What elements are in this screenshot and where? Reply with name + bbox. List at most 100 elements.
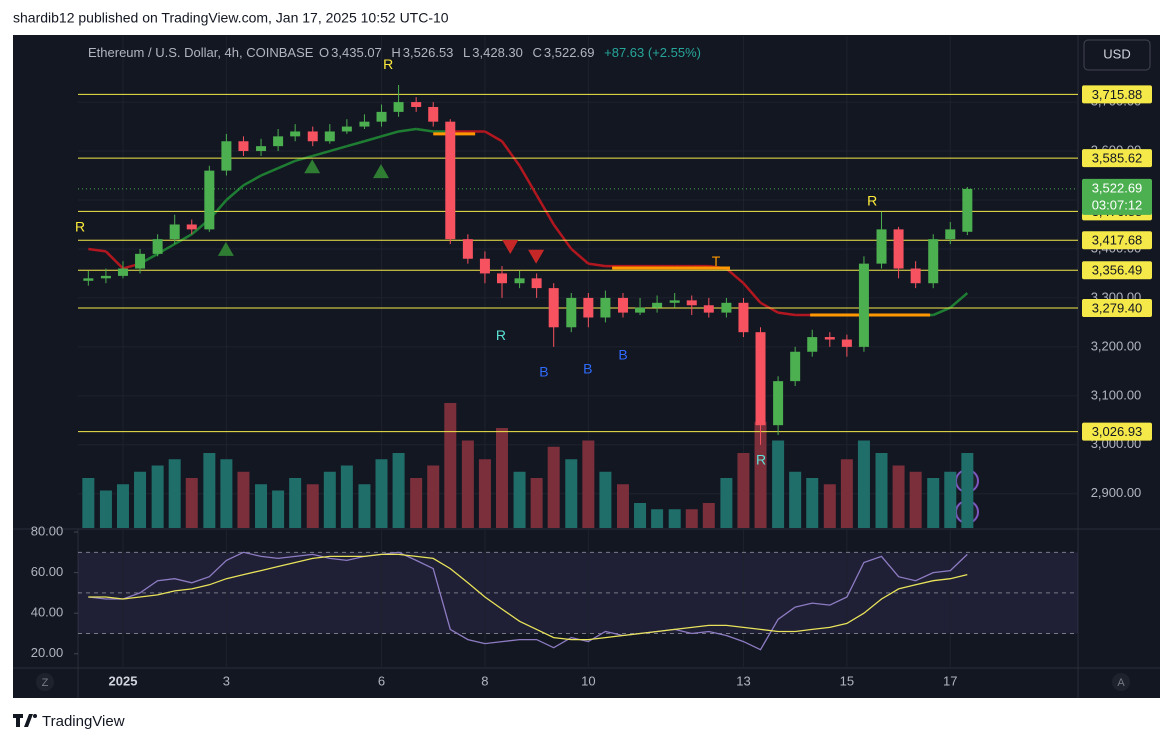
- legend: Ethereum / U.S. Dollar, 4h, COINBASE O 3,…: [88, 45, 703, 60]
- level-box: [1082, 149, 1152, 168]
- trend-line: [225, 184, 245, 201]
- signal-triangle: [502, 240, 519, 255]
- volume-bar: [720, 478, 733, 528]
- level-label: 3,417.68: [1092, 233, 1143, 248]
- level-box: [1082, 422, 1152, 441]
- candle-body: [790, 351, 801, 382]
- ohlc-key: O: [319, 45, 330, 60]
- candle-body: [204, 170, 215, 230]
- trend-line: [88, 247, 107, 253]
- volume-bar: [375, 459, 388, 528]
- candle-body: [566, 297, 577, 328]
- volume-bar: [840, 459, 853, 528]
- trend-line: [588, 262, 606, 268]
- candle-body: [411, 102, 422, 107]
- signal-label: B: [539, 364, 548, 380]
- signal-label: B: [583, 361, 592, 377]
- candle-body: [858, 263, 869, 347]
- candle-body: [100, 275, 111, 279]
- trend-line: [742, 282, 762, 304]
- level-box: [1082, 298, 1152, 317]
- volume-bar: [168, 459, 181, 528]
- candle-body: [652, 302, 663, 308]
- volume-bar: [392, 453, 405, 528]
- volume-bar: [668, 509, 681, 528]
- trend-line: [277, 159, 296, 170]
- volume-bar: [927, 478, 940, 528]
- candle-body: [290, 131, 301, 137]
- trend-line: [570, 248, 590, 265]
- level-label: 3,356.49: [1092, 263, 1143, 278]
- level-box: [1082, 85, 1152, 104]
- scale-button[interactable]: [36, 673, 54, 691]
- ohlc-key: H: [391, 45, 401, 60]
- symbol-title: Ethereum / U.S. Dollar, 4h, COINBASE: [88, 45, 314, 60]
- volume-bar: [754, 421, 767, 528]
- scale-button[interactable]: [1112, 673, 1130, 691]
- candle-body: [393, 102, 404, 112]
- trend-line: [242, 174, 262, 187]
- candle-body: [807, 337, 818, 352]
- candle-body: [341, 126, 352, 132]
- volume-bar: [909, 471, 922, 528]
- trend-line: [949, 292, 969, 309]
- trend-line: [518, 165, 538, 196]
- candle-body: [824, 337, 835, 340]
- signal-triangle: [217, 241, 234, 256]
- volume-bar: [237, 471, 250, 528]
- candle-body: [962, 188, 973, 232]
- volume-bar: [547, 446, 560, 528]
- volume-bar: [806, 478, 819, 528]
- volume-bar: [116, 484, 129, 528]
- volume-bar: [478, 459, 491, 528]
- ohlc-value: 3,435.07: [331, 45, 382, 60]
- currency-button[interactable]: [1083, 39, 1151, 71]
- x-tick-label: 10: [581, 673, 595, 688]
- volume-bar: [151, 465, 164, 528]
- candle-body: [755, 332, 766, 426]
- price-change: +87.63 (+2.55%): [604, 45, 701, 60]
- volume-bar: [892, 465, 905, 528]
- candle-body: [686, 300, 697, 306]
- volume-bar: [565, 459, 578, 528]
- volume-bar: [220, 459, 233, 528]
- trend-line: [174, 233, 193, 246]
- x-tick-label: 17: [943, 673, 957, 688]
- volume-bar: [599, 471, 612, 528]
- candle-body: [600, 297, 611, 318]
- candle-body: [548, 288, 559, 328]
- rsi-tick-label: 60.00: [31, 564, 64, 579]
- candle-body: [83, 278, 94, 281]
- volume-bar: [306, 484, 319, 528]
- ohlc-value: 3,522.69: [543, 45, 595, 60]
- candle-body: [876, 229, 887, 264]
- trend-line: [260, 167, 279, 177]
- candle-body: [583, 297, 594, 318]
- signal-triangle: [528, 249, 545, 264]
- candle-body: [479, 258, 490, 274]
- volume-bar: [444, 403, 457, 528]
- rsi-tick-label: 40.00: [31, 605, 64, 620]
- candle-body: [307, 131, 318, 142]
- trend-line: [932, 306, 951, 317]
- countdown-label: 03:07:12: [1092, 197, 1143, 212]
- signal-triangle: [304, 159, 321, 174]
- x-tick-label: 8: [481, 673, 488, 688]
- trend-line: [484, 130, 503, 143]
- candle-body: [893, 229, 904, 269]
- volume-bar: [857, 440, 870, 528]
- signal-label: R: [867, 193, 877, 209]
- ohlc-value: 3,526.53: [402, 45, 454, 60]
- ohlc-value: 3,428.30: [472, 45, 523, 60]
- volume-bar: [685, 509, 698, 528]
- volume-bar: [255, 484, 268, 528]
- candle-body: [514, 278, 525, 284]
- trend-line: [535, 194, 555, 226]
- signal-label: R: [756, 452, 766, 468]
- signal-label: R: [496, 327, 506, 343]
- volume-bar: [461, 440, 474, 528]
- currency-label: USD: [1103, 46, 1130, 61]
- volume-bar: [99, 490, 112, 528]
- trend-line: [381, 130, 399, 138]
